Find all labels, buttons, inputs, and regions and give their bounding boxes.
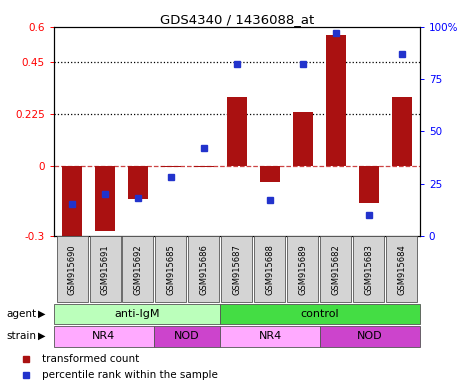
Text: transformed count: transformed count: [42, 354, 139, 364]
Bar: [90, 237, 121, 302]
Text: percentile rank within the sample: percentile rank within the sample: [42, 370, 218, 380]
Text: ▶: ▶: [38, 309, 46, 319]
Bar: [95, 166, 115, 231]
Text: GSM915687: GSM915687: [232, 244, 242, 295]
Bar: [353, 237, 384, 302]
Text: control: control: [301, 309, 339, 319]
Bar: [386, 237, 417, 302]
Bar: [54, 304, 220, 324]
Bar: [161, 166, 181, 167]
Text: GSM915689: GSM915689: [298, 244, 307, 295]
Bar: [287, 237, 318, 302]
Text: NR4: NR4: [92, 331, 115, 341]
Text: ▶: ▶: [38, 331, 46, 341]
Bar: [260, 166, 280, 182]
Bar: [122, 237, 153, 302]
Text: GSM915684: GSM915684: [397, 244, 406, 295]
Text: NOD: NOD: [174, 331, 200, 341]
Bar: [320, 326, 420, 347]
Bar: [254, 237, 285, 302]
Bar: [62, 166, 82, 236]
Bar: [227, 96, 247, 166]
Bar: [194, 166, 214, 167]
Text: GSM915685: GSM915685: [166, 244, 175, 295]
Bar: [220, 326, 320, 347]
Text: GSM915683: GSM915683: [364, 244, 373, 295]
Bar: [392, 96, 411, 166]
Bar: [293, 112, 313, 166]
Text: GSM915690: GSM915690: [68, 244, 76, 295]
Bar: [155, 237, 186, 302]
Text: GSM915686: GSM915686: [199, 244, 208, 295]
Bar: [320, 237, 351, 302]
Text: GSM915692: GSM915692: [134, 244, 143, 295]
Text: NR4: NR4: [258, 331, 282, 341]
Title: GDS4340 / 1436088_at: GDS4340 / 1436088_at: [160, 13, 314, 26]
Text: GSM915688: GSM915688: [265, 244, 274, 295]
Text: GSM915691: GSM915691: [100, 244, 110, 295]
Bar: [220, 304, 420, 324]
Text: NOD: NOD: [357, 331, 383, 341]
Bar: [128, 166, 148, 199]
Bar: [57, 237, 88, 302]
Bar: [326, 35, 346, 166]
Bar: [221, 237, 252, 302]
Bar: [54, 326, 154, 347]
Text: GSM915682: GSM915682: [331, 244, 340, 295]
Bar: [189, 237, 219, 302]
Bar: [359, 166, 378, 203]
Text: agent: agent: [7, 309, 37, 319]
Text: anti-IgM: anti-IgM: [114, 309, 160, 319]
Bar: [154, 326, 220, 347]
Text: strain: strain: [7, 331, 37, 341]
